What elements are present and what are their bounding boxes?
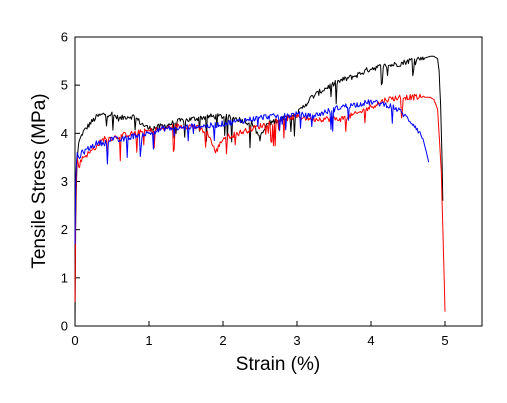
x-tick-label: 5 — [441, 333, 448, 348]
y-axis-title: Tensile Stress (MPa) — [29, 93, 50, 268]
y-tick-label: 2 — [61, 222, 68, 237]
y-tick-label: 4 — [61, 126, 68, 141]
x-tick-label: 3 — [293, 333, 300, 348]
series-lines — [74, 55, 446, 327]
y-tick-label: 6 — [61, 30, 68, 45]
x-tick-label: 0 — [71, 333, 78, 348]
y-tick-label: 3 — [61, 174, 68, 189]
x-axis-title: Strain (%) — [236, 354, 320, 375]
series-line-red — [74, 93, 446, 312]
series-line-black — [74, 55, 444, 327]
y-tick-label: 5 — [61, 78, 68, 93]
y-tick-label: 0 — [61, 319, 68, 334]
series-line-blue — [74, 99, 430, 245]
y-axis: 0 1 2 3 4 5 6 — [61, 30, 80, 334]
x-tick-label: 4 — [367, 333, 374, 348]
x-axis: 0 1 2 3 4 5 — [71, 321, 449, 348]
y-tick-label: 1 — [61, 270, 68, 285]
plot-area-frame — [74, 36, 483, 327]
x-tick-label: 1 — [145, 333, 152, 348]
x-tick-label: 2 — [219, 333, 226, 348]
